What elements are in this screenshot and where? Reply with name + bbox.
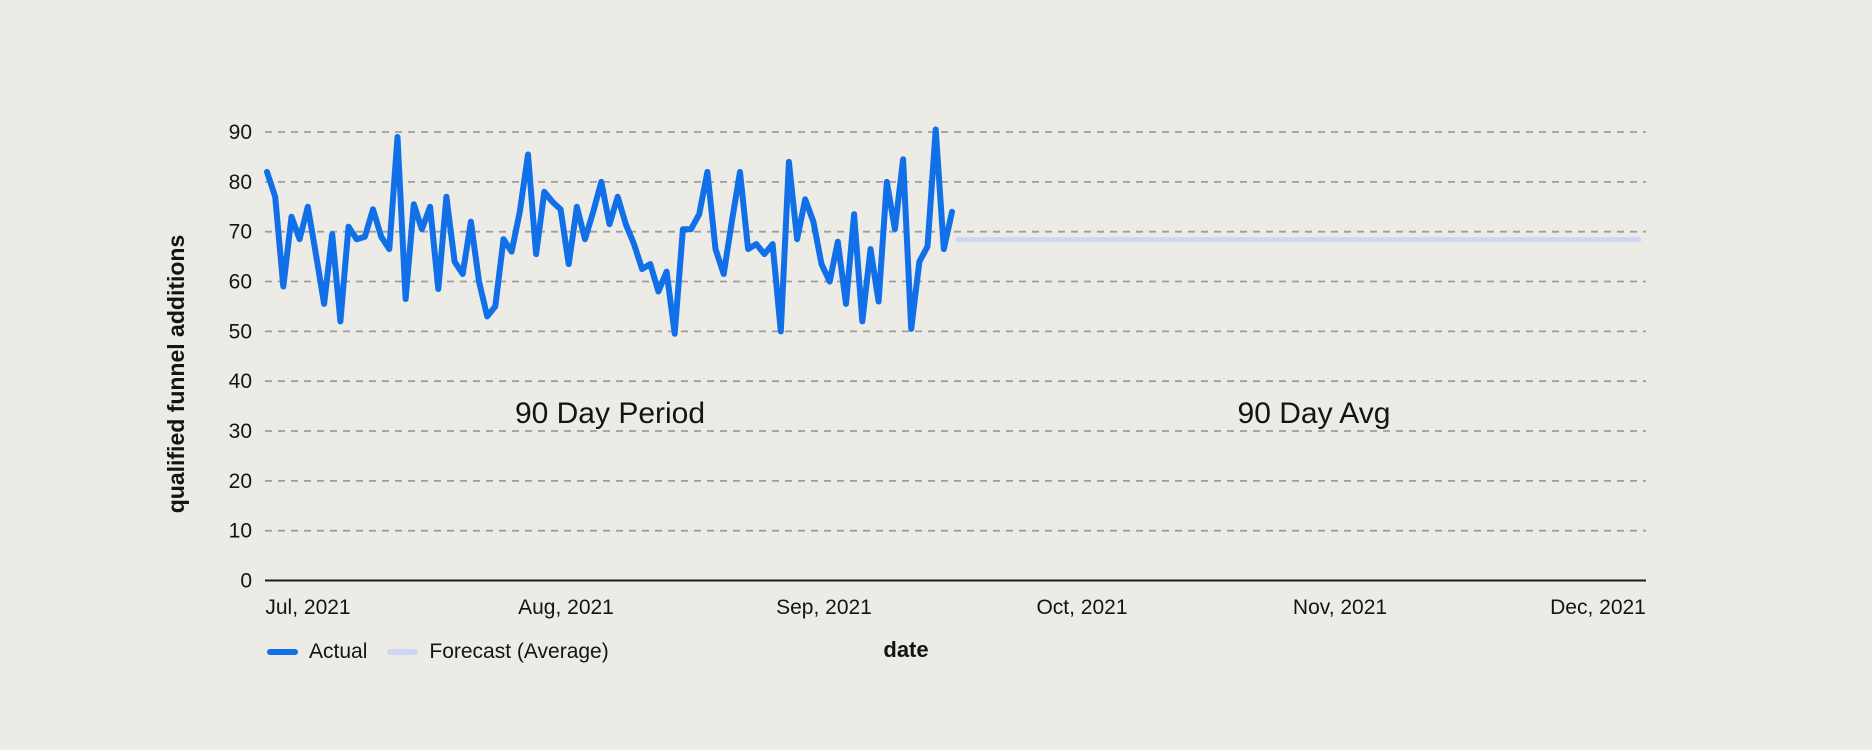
forecast-line-swatch (387, 649, 419, 655)
x-tick-dec: Dec, 2021 (1550, 596, 1646, 619)
x-axis-title: date (883, 637, 928, 662)
gridlines (265, 131, 1646, 532)
legend-item-forecast[interactable]: Forecast (Average) (387, 640, 609, 664)
x-tick-sep: Sep, 2021 (776, 596, 872, 619)
x-tick-nov: Nov, 2021 (1293, 596, 1387, 619)
legend-label-forecast: Forecast (Average) (429, 640, 609, 663)
y-tick-80: 80 (229, 171, 252, 194)
y-tick-50: 50 (229, 320, 252, 343)
legend-label-actual: Actual (309, 640, 368, 663)
legend: Actual Forecast (Average) (267, 640, 609, 664)
legend-item-actual[interactable]: Actual (267, 640, 367, 664)
x-tick-jul: Jul, 2021 (265, 596, 350, 619)
x-tick-aug: Aug, 2021 (518, 596, 614, 619)
y-axis-tick-labels: 0 10 20 30 40 50 60 70 80 90 (229, 121, 252, 592)
annotation-90-day-period: 90 Day Period (515, 397, 705, 430)
y-tick-30: 30 (229, 420, 252, 443)
y-tick-10: 10 (229, 520, 252, 543)
actual-line-swatch (267, 649, 298, 655)
actual-series-line (264, 126, 955, 337)
y-tick-40: 40 (229, 370, 252, 393)
x-axis-tick-labels: Jul, 2021 Aug, 2021 Sep, 2021 Oct, 2021 Nov,… (265, 596, 1645, 619)
y-tick-90: 90 (229, 121, 252, 144)
plot-area[interactable] (265, 90, 1646, 581)
y-tick-70: 70 (229, 221, 252, 244)
y-tick-20: 20 (229, 470, 252, 493)
y-tick-0: 0 (240, 570, 252, 593)
y-tick-60: 60 (229, 271, 252, 294)
x-tick-oct: Oct, 2021 (1036, 596, 1127, 619)
annotation-90-day-avg: 90 Day Avg (1238, 397, 1391, 430)
y-axis-title: qualified funnel additions (163, 235, 189, 514)
